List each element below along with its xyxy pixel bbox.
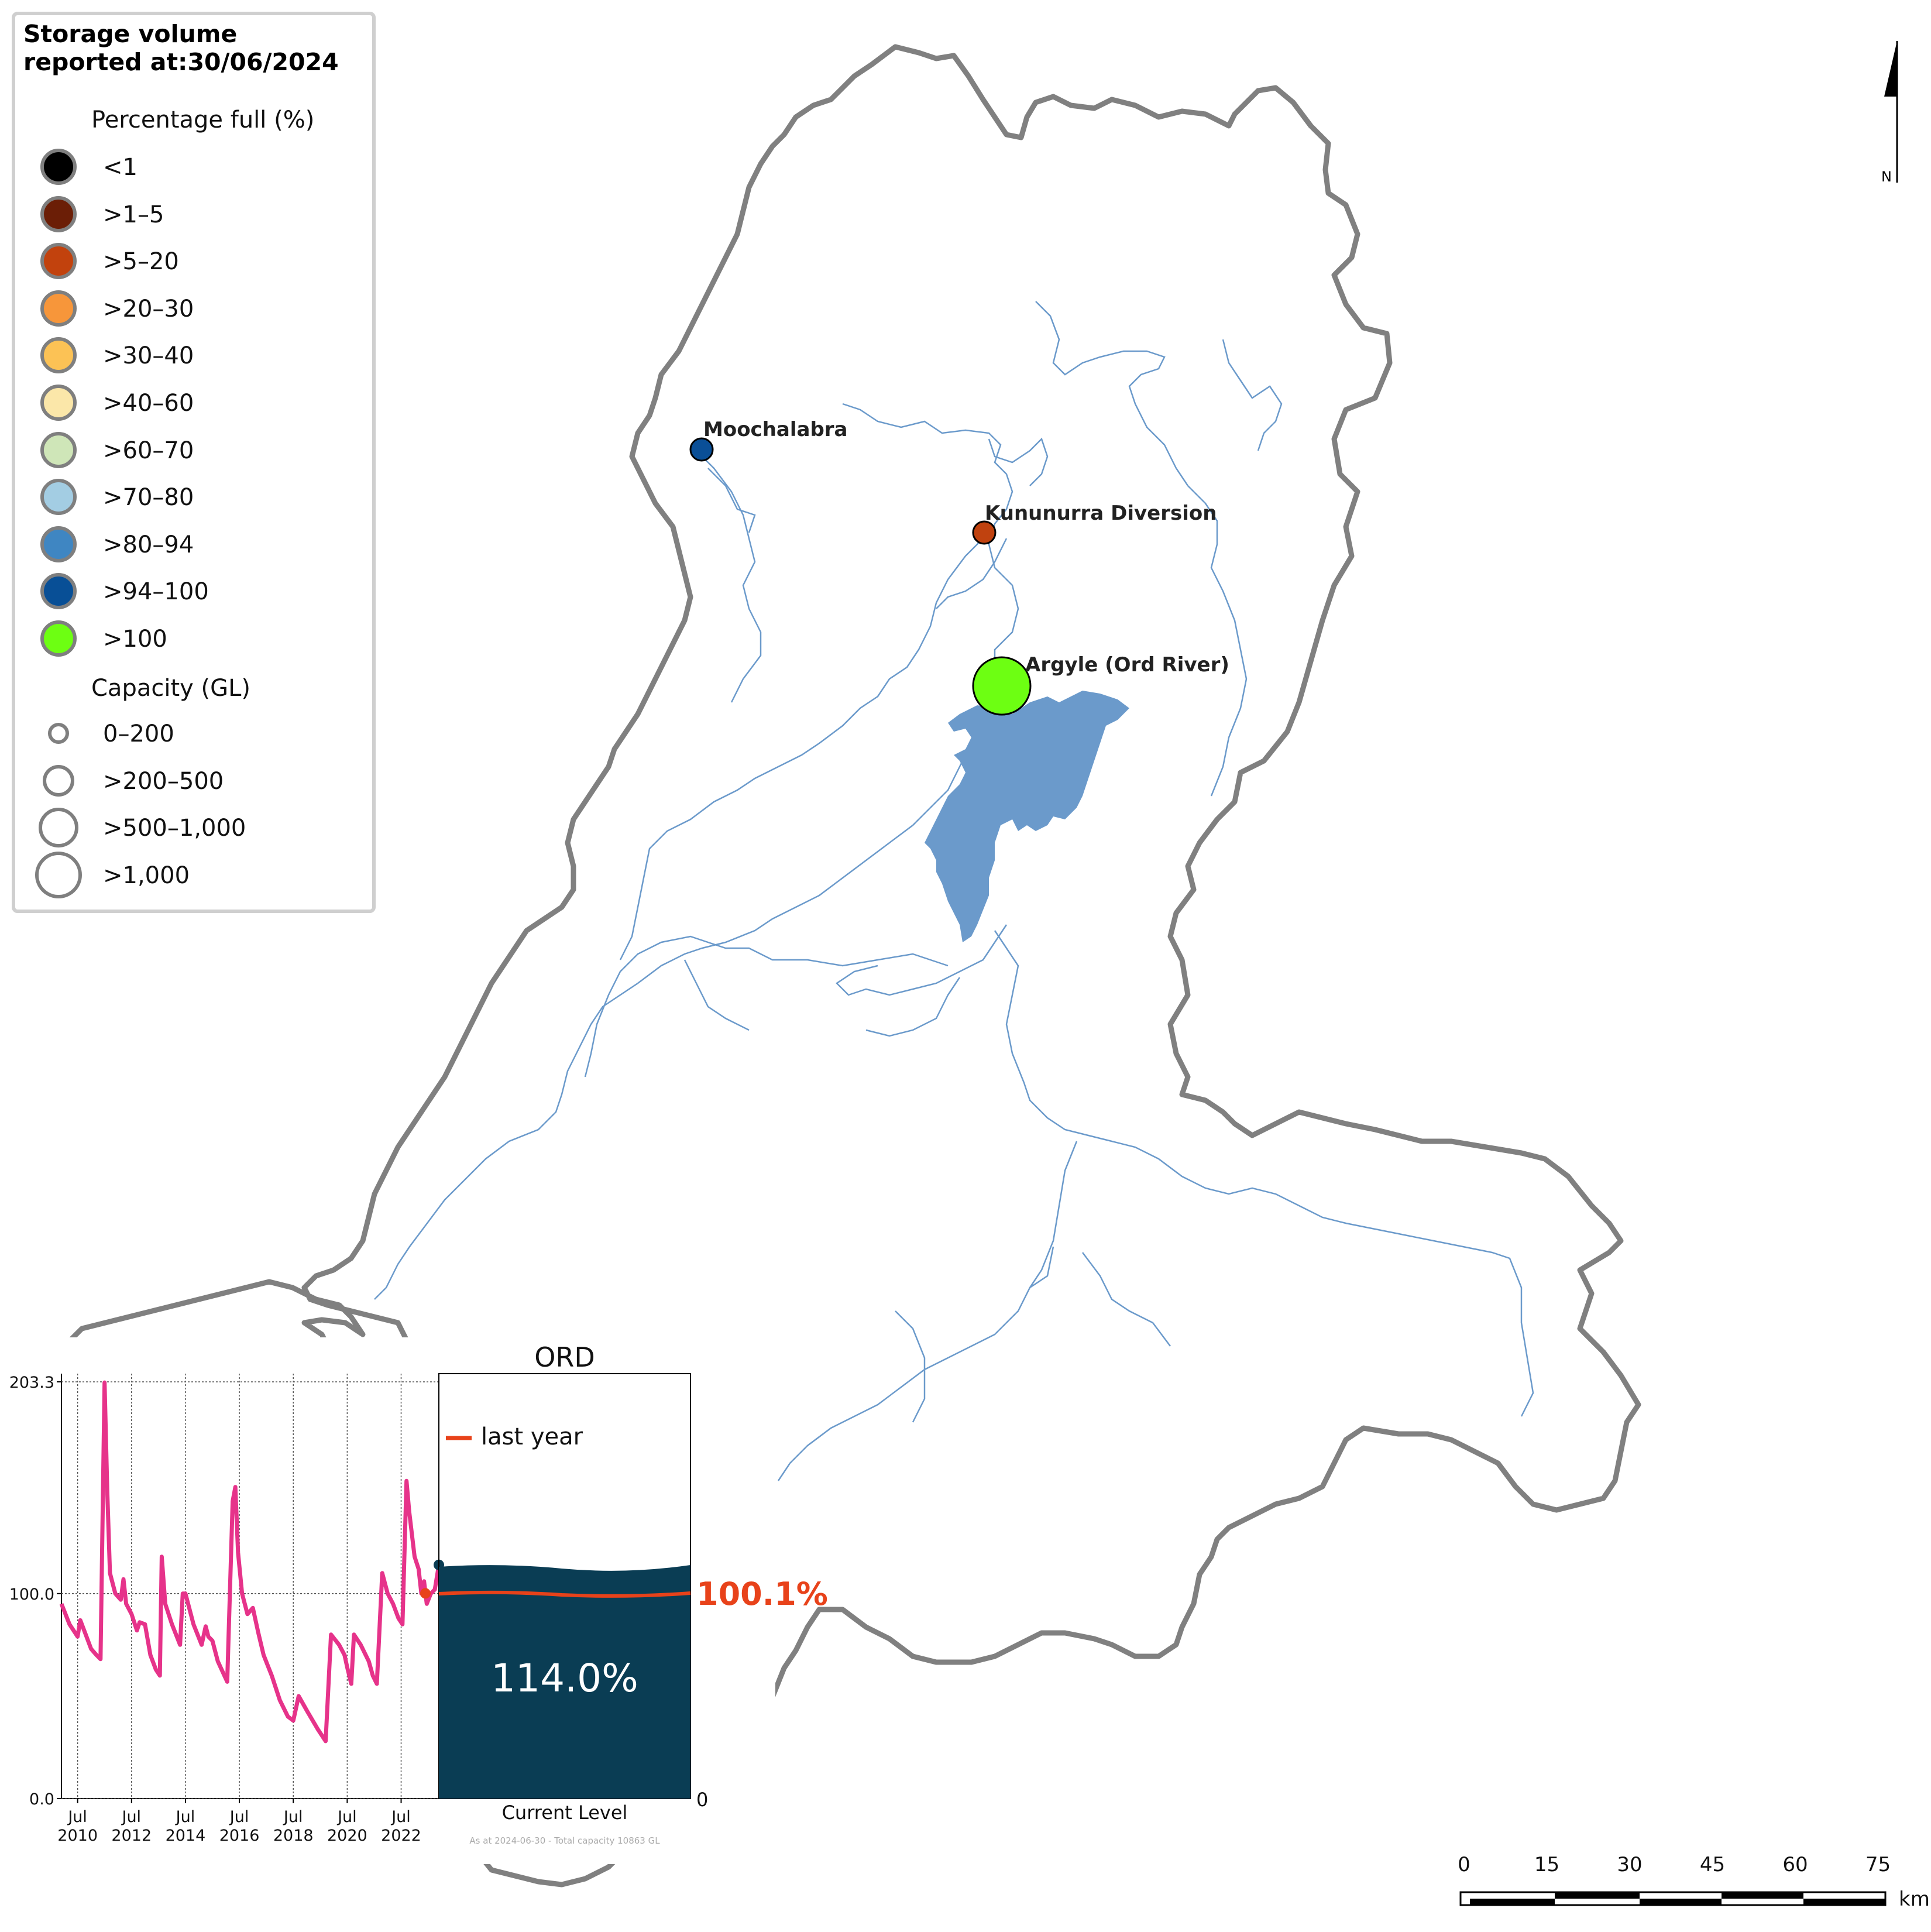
- dam-label-kununurra-diversion: Kununurra Diversion: [985, 502, 1217, 525]
- legend-percentage-label: >1–5: [103, 201, 164, 228]
- legend-capacity-item: >1,000: [23, 851, 351, 898]
- legend-color-swatch: [40, 573, 77, 610]
- legend-percentage-label: >94–100: [103, 578, 209, 606]
- scale-tick-label: 60: [1782, 1853, 1808, 1876]
- legend-capacity-label: >200–500: [103, 767, 224, 795]
- last-year-point: [420, 1588, 431, 1599]
- x-tick-month: Jul: [336, 1808, 357, 1826]
- tank-water: [439, 1565, 690, 1799]
- legend-color-swatch: [40, 620, 77, 657]
- legend-percentage-label: >40–60: [103, 390, 194, 417]
- current-level-label: Current Level: [502, 1801, 628, 1824]
- tank-zero-label: 0: [696, 1789, 708, 1811]
- legend-percentage-item: >70–80: [23, 473, 351, 520]
- legend-percentage-item: >5–20: [23, 238, 351, 284]
- legend-color-swatch: [40, 337, 77, 374]
- legend-capacity-item: >500–1,000: [23, 804, 351, 851]
- y-tick-label: 0.0: [29, 1790, 54, 1809]
- legend-color-swatch: [40, 431, 77, 468]
- x-tick-year: 2012: [111, 1827, 152, 1845]
- x-tick-year: 2016: [219, 1827, 260, 1845]
- legend-percentage-item: >20–30: [23, 285, 351, 332]
- scale-tick-label: 0: [1458, 1853, 1470, 1876]
- last-year-legend-label: last year: [481, 1423, 583, 1450]
- dam-marker-kununurra-diversion[interactable]: [972, 520, 997, 545]
- legend-capacity-label: >500–1,000: [103, 815, 246, 842]
- scale-tick-label: 75: [1865, 1853, 1891, 1876]
- legend-percentage-label: >20–30: [103, 295, 194, 322]
- x-tick-month: Jul: [67, 1808, 87, 1826]
- legend-percentage-item: <1: [23, 143, 351, 190]
- x-tick-year: 2022: [381, 1827, 421, 1845]
- legend-color-swatch: [40, 526, 77, 562]
- legend-percentage-label: >60–70: [103, 437, 194, 464]
- legend-percentage-item: >30–40: [23, 332, 351, 379]
- legend-color-swatch: [40, 243, 77, 280]
- y-tick-label: 203.3: [9, 1374, 54, 1392]
- x-tick-year: 2020: [327, 1827, 367, 1845]
- legend-capacity-label: >1,000: [103, 862, 190, 889]
- legend-percentage-item: >40–60: [23, 379, 351, 426]
- legend-percentage-item: >100: [23, 615, 351, 662]
- legend-color-swatch: [40, 290, 77, 327]
- legend-percentage-label: >5–20: [103, 248, 179, 276]
- legend-percentage-label: >70–80: [103, 484, 194, 512]
- legend-color-swatch: [40, 479, 77, 516]
- legend-percentage-label: >30–40: [103, 342, 194, 370]
- legend-size-swatch: [35, 851, 82, 898]
- x-tick-year: 2014: [166, 1827, 206, 1845]
- x-tick-month: Jul: [283, 1808, 303, 1826]
- legend-percentage-item: >1–5: [23, 191, 351, 238]
- lake-argyle: [925, 691, 1129, 942]
- dam-marker-moochalabra[interactable]: [689, 437, 714, 462]
- x-tick-month: Jul: [390, 1808, 411, 1826]
- legend-size-swatch: [48, 723, 69, 744]
- x-tick-month: Jul: [229, 1808, 249, 1826]
- legend-size-swatch: [39, 808, 78, 848]
- river-network: [374, 301, 1534, 1481]
- capacity-heading: Capacity (GL): [91, 675, 251, 702]
- dam-label-moochalabra: Moochalabra: [703, 418, 848, 441]
- x-tick-month: Jul: [175, 1808, 195, 1826]
- dam-markers: Moochalabra Kununurra Diversion Argyle (…: [689, 418, 1229, 716]
- legend-percentage-item: >60–70: [23, 427, 351, 473]
- storage-history-line: [59, 1380, 441, 1744]
- legend-percentage-label: >100: [103, 626, 167, 653]
- storage-inset: ORD 0.0100.0203.3Jul2010Jul2012Jul2014Ju…: [0, 1337, 828, 1864]
- scale-tick-label: 30: [1617, 1853, 1642, 1876]
- scale-tick-label: 15: [1534, 1853, 1559, 1876]
- inset-footnote: As at 2024-06-30 - Total capacity 10863 …: [469, 1835, 660, 1846]
- north-label: N: [1881, 169, 1892, 185]
- legend-percentage-label: <1: [103, 154, 138, 181]
- dam-label-argyle: Argyle (Ord River): [1025, 653, 1229, 677]
- scale-bar: 0 15 30 45 60 75 km: [1458, 1853, 1930, 1911]
- x-tick-year: 2010: [57, 1827, 98, 1845]
- scale-unit: km: [1899, 1888, 1930, 1911]
- scale-tick-label: 45: [1700, 1853, 1725, 1876]
- current-level-tank: 114.0% Current Level 0 last year 100.1% …: [438, 1423, 828, 1846]
- legend-percentage-item: >94–100: [23, 568, 351, 615]
- percentage-heading: Percentage full (%): [91, 107, 315, 133]
- x-tick-month: Jul: [121, 1808, 141, 1826]
- legend-size-swatch: [43, 764, 74, 797]
- current-percent: 114.0%: [491, 1656, 638, 1701]
- legend-color-swatch: [40, 385, 77, 421]
- x-tick-year: 2018: [273, 1827, 314, 1845]
- y-tick-label: 100.0: [9, 1586, 54, 1604]
- legend-color-swatch: [40, 149, 77, 185]
- north-arrow: N: [1881, 41, 1898, 185]
- legend-color-swatch: [40, 195, 77, 232]
- inset-title: ORD: [534, 1341, 595, 1373]
- legend-title: Storage volume reported at:30/06/2024: [23, 20, 339, 76]
- dam-marker-argyle[interactable]: [972, 656, 1032, 716]
- last-year-percent: 100.1%: [696, 1576, 828, 1612]
- storage-history-chart: 0.0100.0203.3Jul2010Jul2012Jul2014Jul201…: [9, 1374, 444, 1845]
- legend-capacity-label: 0–200: [103, 720, 174, 747]
- last-year-level-line: [438, 1590, 691, 1598]
- legend-percentage-item: >80–94: [23, 521, 351, 568]
- legend-capacity-item: 0–200: [23, 710, 351, 757]
- legend-capacity-item: >200–500: [23, 757, 351, 804]
- legend-percentage-label: >80–94: [103, 531, 194, 558]
